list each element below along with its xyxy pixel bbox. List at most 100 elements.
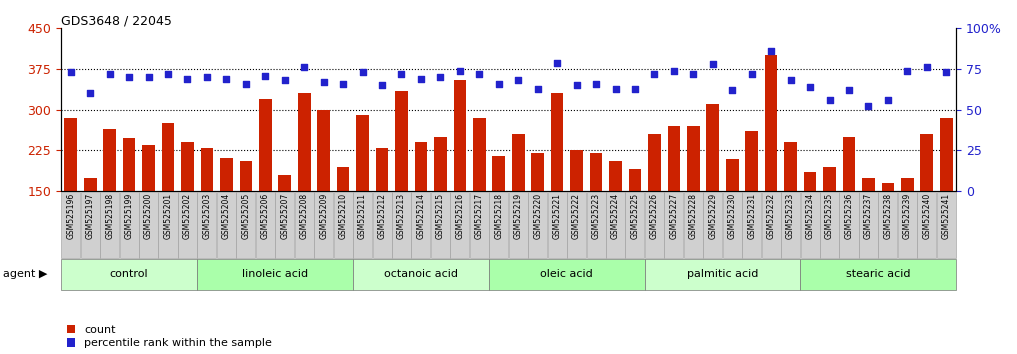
Bar (64, 118, 77, 273)
FancyBboxPatch shape (723, 192, 741, 258)
FancyBboxPatch shape (353, 259, 489, 290)
Text: palmitic acid: palmitic acid (686, 269, 759, 279)
Point (394, 71, 410, 77)
Text: GSM525233: GSM525233 (786, 193, 795, 239)
Bar (940, 118, 953, 273)
Text: oleic acid: oleic acid (540, 269, 593, 279)
Point (315, 79, 332, 85)
Text: GSM525238: GSM525238 (884, 193, 892, 239)
FancyBboxPatch shape (489, 192, 508, 258)
FancyBboxPatch shape (683, 192, 703, 258)
Bar (590, 153, 602, 273)
FancyBboxPatch shape (547, 192, 566, 258)
Text: GSM525237: GSM525237 (863, 193, 873, 239)
Bar (259, 99, 272, 273)
FancyBboxPatch shape (372, 192, 392, 258)
Bar (512, 134, 525, 273)
Bar (803, 172, 817, 273)
FancyBboxPatch shape (762, 192, 781, 258)
Bar (648, 134, 661, 273)
Bar (901, 178, 913, 273)
Bar (337, 167, 350, 273)
Text: GSM525212: GSM525212 (377, 193, 386, 239)
Point (63, 69, 79, 75)
FancyBboxPatch shape (412, 192, 430, 258)
Point (626, 86, 643, 91)
Point (607, 86, 623, 91)
Point (102, 71, 118, 77)
Text: GSM525220: GSM525220 (533, 193, 542, 239)
Bar (123, 138, 135, 273)
Text: GSM525222: GSM525222 (573, 193, 581, 239)
Point (490, 81, 506, 86)
FancyBboxPatch shape (431, 192, 450, 258)
Point (374, 82, 391, 88)
FancyBboxPatch shape (859, 192, 878, 258)
Text: GSM525228: GSM525228 (689, 193, 698, 239)
Text: GSM525205: GSM525205 (241, 193, 250, 239)
Text: GSM525232: GSM525232 (767, 193, 776, 239)
Point (452, 68, 468, 74)
FancyBboxPatch shape (159, 192, 178, 258)
Point (219, 76, 235, 82)
FancyBboxPatch shape (742, 192, 762, 258)
Text: GSM525203: GSM525203 (202, 193, 212, 239)
FancyBboxPatch shape (295, 192, 314, 258)
Bar (396, 91, 408, 273)
Point (296, 64, 312, 70)
Bar (629, 170, 642, 273)
Text: GSM525224: GSM525224 (611, 193, 620, 239)
Text: GSM525223: GSM525223 (592, 193, 601, 239)
Point (198, 74, 215, 80)
Point (82, 91, 99, 96)
FancyBboxPatch shape (236, 192, 255, 258)
Text: GSM525199: GSM525199 (125, 193, 133, 239)
Bar (862, 178, 875, 273)
FancyBboxPatch shape (800, 259, 956, 290)
Text: control: control (110, 269, 148, 279)
Bar (454, 80, 466, 273)
Bar (745, 131, 758, 273)
Bar (279, 175, 291, 273)
Point (257, 73, 274, 78)
FancyBboxPatch shape (645, 192, 664, 258)
Text: GSM525227: GSM525227 (669, 193, 678, 239)
Point (179, 76, 195, 82)
FancyBboxPatch shape (197, 192, 217, 258)
FancyBboxPatch shape (100, 192, 119, 258)
Point (238, 81, 254, 86)
Point (569, 82, 585, 88)
Text: GSM525210: GSM525210 (339, 193, 348, 239)
Point (471, 71, 487, 77)
Text: GSM525204: GSM525204 (222, 193, 231, 239)
Point (646, 71, 662, 77)
Point (743, 71, 760, 77)
FancyBboxPatch shape (470, 192, 489, 258)
FancyBboxPatch shape (528, 192, 547, 258)
Bar (726, 159, 738, 273)
Point (432, 74, 448, 80)
Text: GSM525234: GSM525234 (805, 193, 815, 239)
Point (763, 48, 779, 54)
FancyBboxPatch shape (879, 192, 897, 258)
Bar (571, 150, 583, 273)
Bar (200, 148, 214, 273)
Text: GSM525197: GSM525197 (85, 193, 95, 239)
Bar (104, 129, 116, 273)
FancyBboxPatch shape (178, 192, 197, 258)
FancyBboxPatch shape (703, 192, 722, 258)
Text: linoleic acid: linoleic acid (242, 269, 308, 279)
Bar (473, 118, 486, 273)
FancyBboxPatch shape (800, 192, 820, 258)
FancyBboxPatch shape (606, 192, 625, 258)
Point (938, 69, 954, 75)
Point (782, 78, 798, 83)
Text: GSM525200: GSM525200 (144, 193, 154, 239)
FancyBboxPatch shape (61, 192, 80, 258)
FancyBboxPatch shape (80, 192, 100, 258)
Text: GSM525208: GSM525208 (300, 193, 309, 239)
FancyBboxPatch shape (139, 192, 158, 258)
Text: GSM525236: GSM525236 (844, 193, 853, 239)
Point (121, 74, 137, 80)
Text: GSM525221: GSM525221 (552, 193, 561, 239)
